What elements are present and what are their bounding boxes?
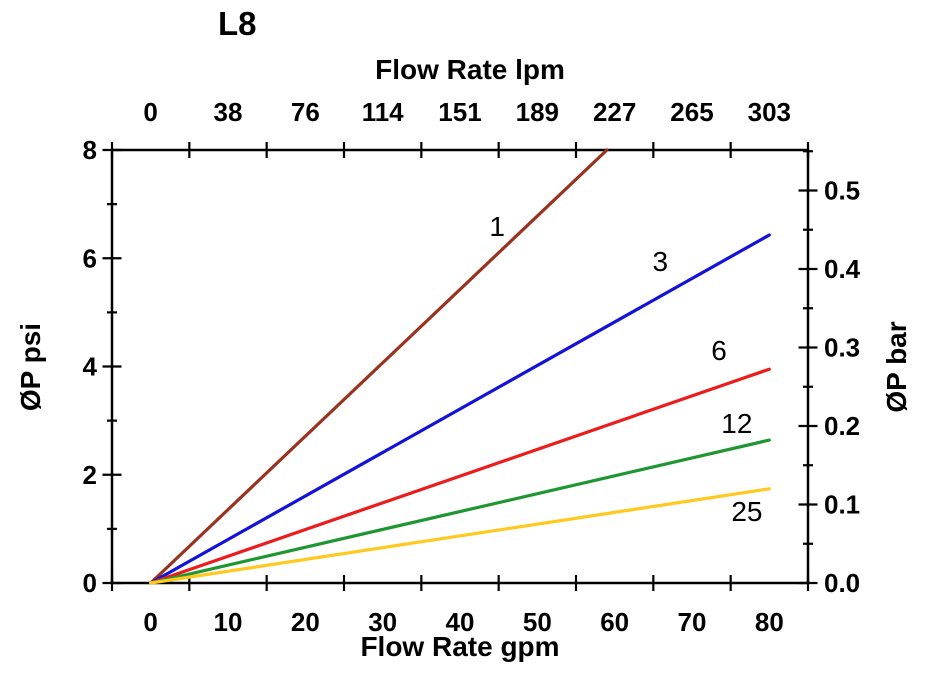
series-label-1: 1	[489, 211, 505, 242]
right-tick-label: 0.4	[824, 254, 861, 284]
bottom-tick-label: 20	[291, 607, 320, 637]
bottom-tick-label: 70	[678, 607, 707, 637]
series-line-12	[149, 438, 771, 585]
top-tick-label: 265	[670, 97, 713, 127]
series-line-6	[149, 367, 771, 585]
top-tick-label: 38	[214, 97, 243, 127]
right-tick-label: 0.1	[824, 489, 860, 519]
top-tick-label: 114	[362, 97, 404, 127]
bottom-tick-label: 50	[523, 607, 552, 637]
bottom-tick-label: 30	[368, 607, 397, 637]
series-line-3	[149, 233, 771, 585]
bottom-tick-label: 10	[214, 607, 243, 637]
series-line-1	[149, 148, 609, 585]
bottom-tick-label: 60	[600, 607, 629, 637]
bottom-tick-label: 80	[755, 607, 784, 637]
top-tick-label: 303	[748, 97, 791, 127]
series-label-3: 3	[653, 246, 669, 277]
bottom-axis-title: Flow Rate gpm	[360, 631, 560, 662]
left-tick-label: 4	[83, 352, 98, 382]
top-axis-title: Flow Rate lpm	[375, 54, 565, 85]
left-tick-label: 6	[83, 243, 97, 273]
series-label-25: 25	[731, 496, 762, 527]
top-tick-label: 189	[516, 97, 559, 127]
right-tick-label: 0.0	[824, 568, 860, 598]
top-tick-label: 151	[438, 97, 481, 127]
left-tick-label: 2	[83, 460, 97, 490]
top-tick-label: 76	[291, 97, 320, 127]
right-tick-label: 0.3	[824, 332, 860, 362]
chart-title: L8	[218, 5, 257, 42]
bottom-tick-label: 0	[143, 607, 157, 637]
left-tick-label: 8	[83, 135, 97, 165]
bottom-tick-label: 40	[446, 607, 475, 637]
series-label-6: 6	[711, 335, 727, 366]
top-tick-label: 0	[143, 97, 157, 127]
plot-frame	[110, 148, 810, 585]
series-label-12: 12	[721, 408, 752, 439]
right-tick-label: 0.2	[824, 411, 860, 441]
right-tick-label: 0.5	[824, 175, 860, 205]
top-tick-label: 227	[593, 97, 636, 127]
left-tick-label: 0	[83, 568, 97, 598]
series-line-25	[149, 487, 771, 585]
